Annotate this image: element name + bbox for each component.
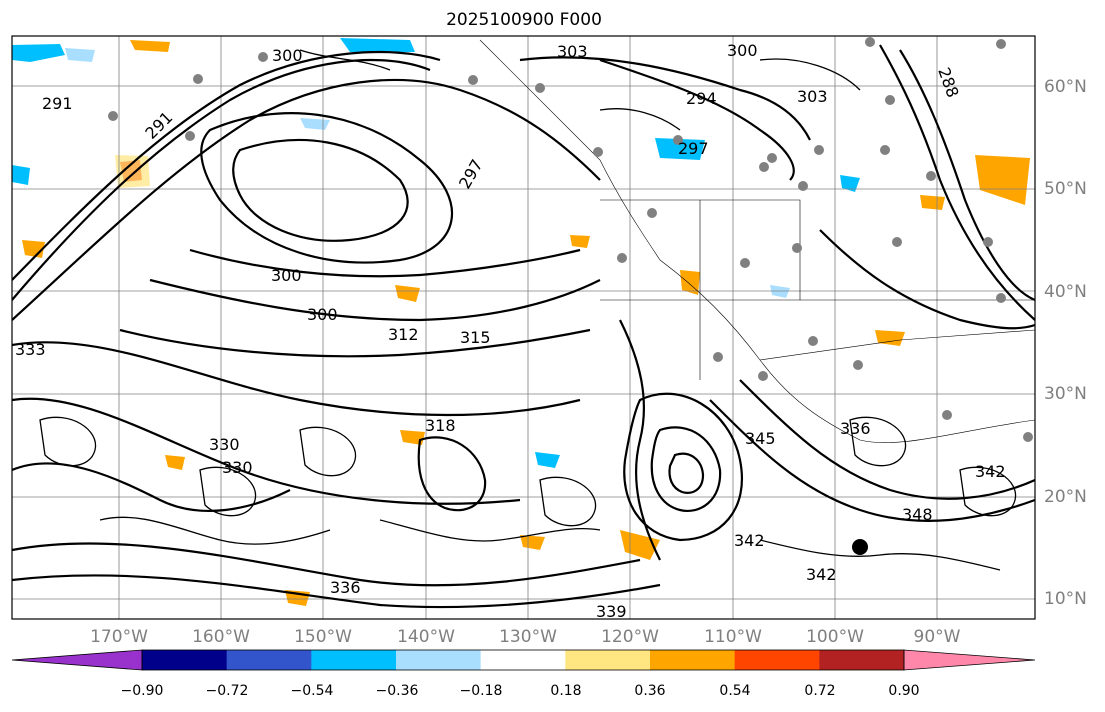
lon-label-120w: 120°W bbox=[601, 627, 659, 647]
contour-label: 348 bbox=[902, 505, 933, 524]
contour-label: 303 bbox=[797, 87, 828, 106]
contour-label: 303 bbox=[557, 42, 588, 61]
map-title: 2025100900 F000 bbox=[446, 10, 602, 30]
colorbar-tick-label: −0.72 bbox=[205, 683, 249, 699]
graticule bbox=[12, 36, 1035, 619]
contour-label: 312 bbox=[388, 325, 419, 344]
contour-label: 342 bbox=[734, 531, 765, 550]
lon-label-100w: 100°W bbox=[806, 627, 864, 647]
orange-patch bbox=[130, 40, 170, 52]
contour-label: 333 bbox=[15, 340, 46, 359]
lon-label-110w: 110°W bbox=[704, 627, 762, 647]
lon-label-170w: 170°W bbox=[90, 627, 148, 647]
lat-label-30n: 30°N bbox=[1044, 384, 1087, 404]
contours bbox=[12, 44, 1035, 609]
contour-label: 294 bbox=[686, 89, 717, 108]
colorbar-tick-label: −0.54 bbox=[290, 683, 334, 699]
lat-label-50n: 50°N bbox=[1044, 179, 1087, 199]
orange-patch bbox=[395, 285, 420, 302]
contour-label: 339 bbox=[596, 602, 627, 621]
colorbar-tick-label: −0.90 bbox=[120, 683, 164, 699]
colorbar-tick-label: 0.72 bbox=[804, 683, 836, 699]
contour-label: 300 bbox=[272, 46, 303, 65]
orange-patch bbox=[920, 195, 945, 210]
station-dot-black bbox=[852, 539, 868, 555]
contour-label: 318 bbox=[425, 416, 456, 435]
contour-label: 336 bbox=[330, 578, 361, 597]
lat-label-20n: 20°N bbox=[1044, 487, 1087, 507]
contour-label: 300 bbox=[271, 266, 302, 285]
station-dots bbox=[108, 37, 1033, 442]
plot-frame bbox=[11, 35, 1036, 620]
contour-label: 297 bbox=[678, 139, 709, 158]
light-cyan-patch bbox=[65, 48, 95, 62]
colorbar-tick-label: −0.36 bbox=[375, 683, 419, 699]
contour-label: 342 bbox=[806, 565, 837, 584]
cyan-patch bbox=[12, 165, 30, 185]
lon-label-150w: 150°W bbox=[294, 627, 352, 647]
light-orange-patch bbox=[115, 155, 150, 188]
contour-label: 291 bbox=[42, 94, 73, 113]
cyan-patch bbox=[535, 452, 560, 468]
lat-label-40n: 40°N bbox=[1044, 282, 1087, 302]
lon-label-90w: 90°W bbox=[913, 627, 961, 647]
contour-label: 330 bbox=[209, 435, 240, 454]
lat-label-10n: 10°N bbox=[1044, 589, 1087, 609]
cyan-patch bbox=[12, 44, 65, 62]
colorbar-tick-label: 0.54 bbox=[719, 683, 751, 699]
colorbar-tick-label: −0.18 bbox=[459, 683, 503, 699]
orange-patch bbox=[570, 235, 590, 248]
colorbar-tick-label: 0.90 bbox=[888, 683, 920, 699]
cyan-patch bbox=[655, 138, 705, 160]
contour-label: 345 bbox=[745, 429, 776, 448]
cyan-patch bbox=[840, 175, 860, 192]
contour-label: 315 bbox=[460, 328, 491, 347]
light-cyan-patch bbox=[770, 285, 790, 298]
minor-contours bbox=[39, 49, 1017, 571]
lat-label-60n: 60°N bbox=[1044, 77, 1087, 97]
colorbar-tick-label: 0.18 bbox=[550, 683, 582, 699]
cyan-patch bbox=[340, 38, 415, 52]
contour-label: 300 bbox=[307, 305, 338, 324]
colorbar-tick-label: 0.36 bbox=[634, 683, 666, 699]
contour-label: 330 bbox=[222, 458, 253, 477]
orange-patch bbox=[975, 155, 1030, 205]
contour-label: 342 bbox=[975, 462, 1006, 481]
contour-label: 336 bbox=[840, 419, 871, 438]
lon-label-160w: 160°W bbox=[192, 627, 250, 647]
lon-label-130w: 130°W bbox=[499, 627, 557, 647]
light-cyan-patch bbox=[300, 118, 330, 130]
orange-patch bbox=[520, 535, 545, 550]
orange-patch bbox=[875, 330, 905, 346]
orange-patch bbox=[165, 455, 185, 470]
lon-label-140w: 140°W bbox=[397, 627, 455, 647]
contour-label: 300 bbox=[727, 41, 758, 60]
